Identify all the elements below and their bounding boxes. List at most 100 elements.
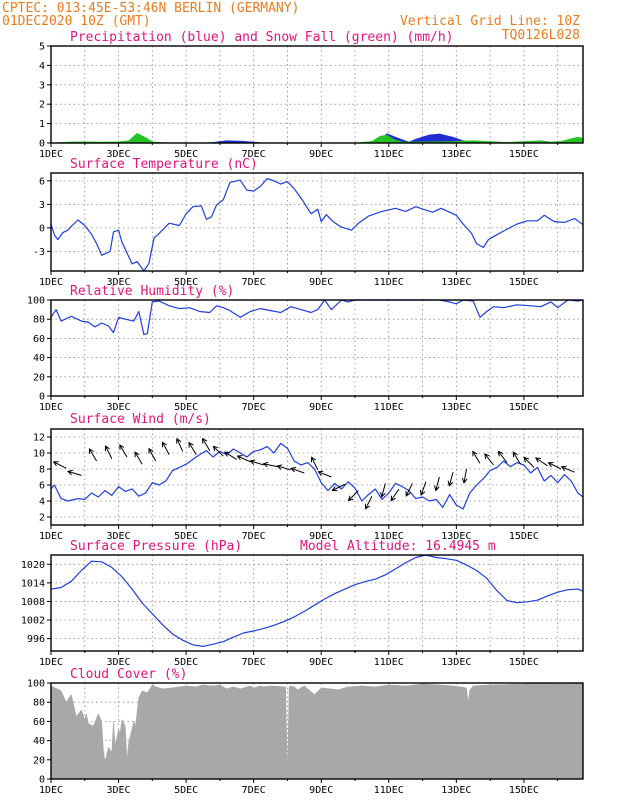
x-tick-label: 11DEC [374, 149, 404, 160]
y-tick-label: 1020 [21, 560, 45, 571]
wind-direction-arrow [176, 437, 184, 452]
y-tick-label: 2 [39, 513, 45, 524]
wind-panel: Surface Wind (m/s) 2 4 6 8 10 12 1DEC 3DEC 5DEC 7… [33, 412, 584, 542]
x-tick-label: 11DEC [374, 531, 404, 542]
pressure-line [50, 554, 584, 648]
wind-direction-arrow [134, 451, 143, 465]
x-tick-label: 5DEC [174, 277, 198, 288]
x-tick-label: 5DEC [174, 657, 198, 668]
location-header: CPTEC: 013:45E-53:46N BERLIN (GERMANY) [2, 1, 299, 16]
y-tick-label: -3 [33, 247, 45, 258]
x-tick-label: 9DEC [309, 402, 333, 413]
wind-direction-arrow [434, 476, 440, 492]
x-tick-label: 3DEC [107, 402, 131, 413]
y-tick-label: 996 [27, 634, 45, 645]
wind-direction-arrow [497, 450, 508, 463]
wind-frame [50, 428, 584, 526]
wind-direction-arrow [249, 459, 264, 466]
model-altitude-label: Model Altitude: 16.4945 m [300, 539, 496, 554]
precipitation-panel: Precipitation (blue) and Snow Fall (gree… [39, 30, 584, 160]
x-tick-label: 11DEC [374, 785, 404, 796]
x-tick-label: 15DEC [509, 785, 539, 796]
x-tick-label: 5DEC [174, 149, 198, 160]
temperature-line [50, 177, 584, 272]
wind-direction-arrow [331, 483, 346, 492]
y-tick-label: 6 [39, 176, 45, 187]
cloud-title: Cloud Cover (%) [70, 667, 187, 682]
y-tick-label: 4 [39, 497, 45, 508]
x-tick-label: 1DEC [39, 402, 63, 413]
y-tick-label: 100 [27, 296, 45, 307]
y-tick-label: 100 [27, 679, 45, 690]
y-tick-label: 1008 [21, 597, 45, 608]
wind-direction-arrow [148, 447, 157, 462]
x-tick-label: 7DEC [242, 531, 266, 542]
wind-direction-arrow [212, 445, 224, 457]
wind-direction-arrow [512, 451, 521, 465]
x-tick-label: 15DEC [509, 531, 539, 542]
pressure-panel: Surface Pressure (hPa) 996 1002 1008 1014 10… [21, 539, 584, 668]
x-tick-label: 3DEC [107, 657, 131, 668]
x-tick-label: 13DEC [441, 149, 471, 160]
wind-direction-arrow [188, 441, 197, 455]
x-tick-label: 5DEC [174, 785, 198, 796]
x-tick-label: 15DEC [509, 402, 539, 413]
wind-direction-arrow [262, 461, 278, 468]
wind-direction-arrow [290, 467, 305, 474]
wind-direction-arrow [461, 468, 468, 484]
snowfall-area [50, 132, 584, 144]
x-tick-label: 9DEC [309, 657, 333, 668]
x-tick-label: 13DEC [441, 657, 471, 668]
x-tick-label: 11DEC [374, 402, 404, 413]
y-tick-label: 0 [39, 139, 45, 150]
x-tick-label: 1DEC [39, 277, 63, 288]
wind-direction-arrow [484, 453, 494, 466]
temperature-title: Surface Temperature (nC) [70, 157, 258, 172]
temperature-panel: Surface Temperature (nC) -3 0 3 6 1DEC 3DEC 5D… [33, 157, 584, 288]
cloud-cover-area [50, 682, 584, 780]
x-tick-label: 5DEC [174, 531, 198, 542]
y-tick-label: 0 [39, 392, 45, 403]
wind-direction-arrow [52, 461, 67, 469]
x-tick-label: 15DEC [509, 657, 539, 668]
y-tick-label: 1014 [21, 578, 45, 589]
wind-direction-arrow [236, 455, 251, 463]
temperature-frame [50, 172, 584, 272]
y-tick-label: 1 [39, 119, 45, 130]
x-tick-label: 7DEC [242, 149, 266, 160]
wind-direction-arrow [104, 445, 113, 459]
wind-direction-arrow [162, 441, 170, 455]
x-tick-label: 9DEC [309, 785, 333, 796]
y-tick-label: 60 [33, 717, 45, 728]
y-tick-label: 12 [33, 433, 45, 444]
y-tick-label: 80 [33, 698, 45, 709]
x-tick-label: 3DEC [107, 531, 131, 542]
x-tick-label: 13DEC [441, 402, 471, 413]
y-tick-label: 6 [39, 481, 45, 492]
wind-direction-arrow [405, 483, 413, 497]
x-tick-label: 11DEC [374, 277, 404, 288]
y-tick-label: 20 [33, 755, 45, 766]
y-tick-label: 4 [39, 61, 45, 72]
x-tick-label: 11DEC [374, 657, 404, 668]
humidity-panel: Relative Humidity (%) 0 20 40 60 80 100 1DEC 3D… [27, 284, 584, 413]
y-tick-label: 40 [33, 353, 45, 364]
precipitation-title: Precipitation (blue) and Snow Fall (gree… [70, 30, 454, 45]
wind-direction-arrow [535, 457, 548, 467]
pressure-frame [50, 554, 584, 652]
wind-direction-arrow [447, 472, 454, 487]
wind-direction-arrow [560, 465, 575, 473]
date-header: 01DEC2020 10Z (GMT) [2, 14, 151, 29]
x-tick-label: 1DEC [39, 657, 63, 668]
y-tick-label: 0 [39, 223, 45, 234]
y-tick-label: 3 [39, 80, 45, 91]
wind-direction-arrow [380, 483, 386, 498]
wind-direction-arrow [547, 462, 562, 470]
cloud-frame [50, 682, 584, 780]
model-code: TQ0126L028 [502, 28, 580, 43]
cloud-panel: Cloud Cover (%) 0 20 40 60 80 100 1DEC 3DEC 5DEC… [27, 667, 584, 796]
wind-direction-arrow [202, 437, 211, 451]
y-tick-label: 80 [33, 315, 45, 326]
wind-direction-arrow [364, 495, 373, 510]
